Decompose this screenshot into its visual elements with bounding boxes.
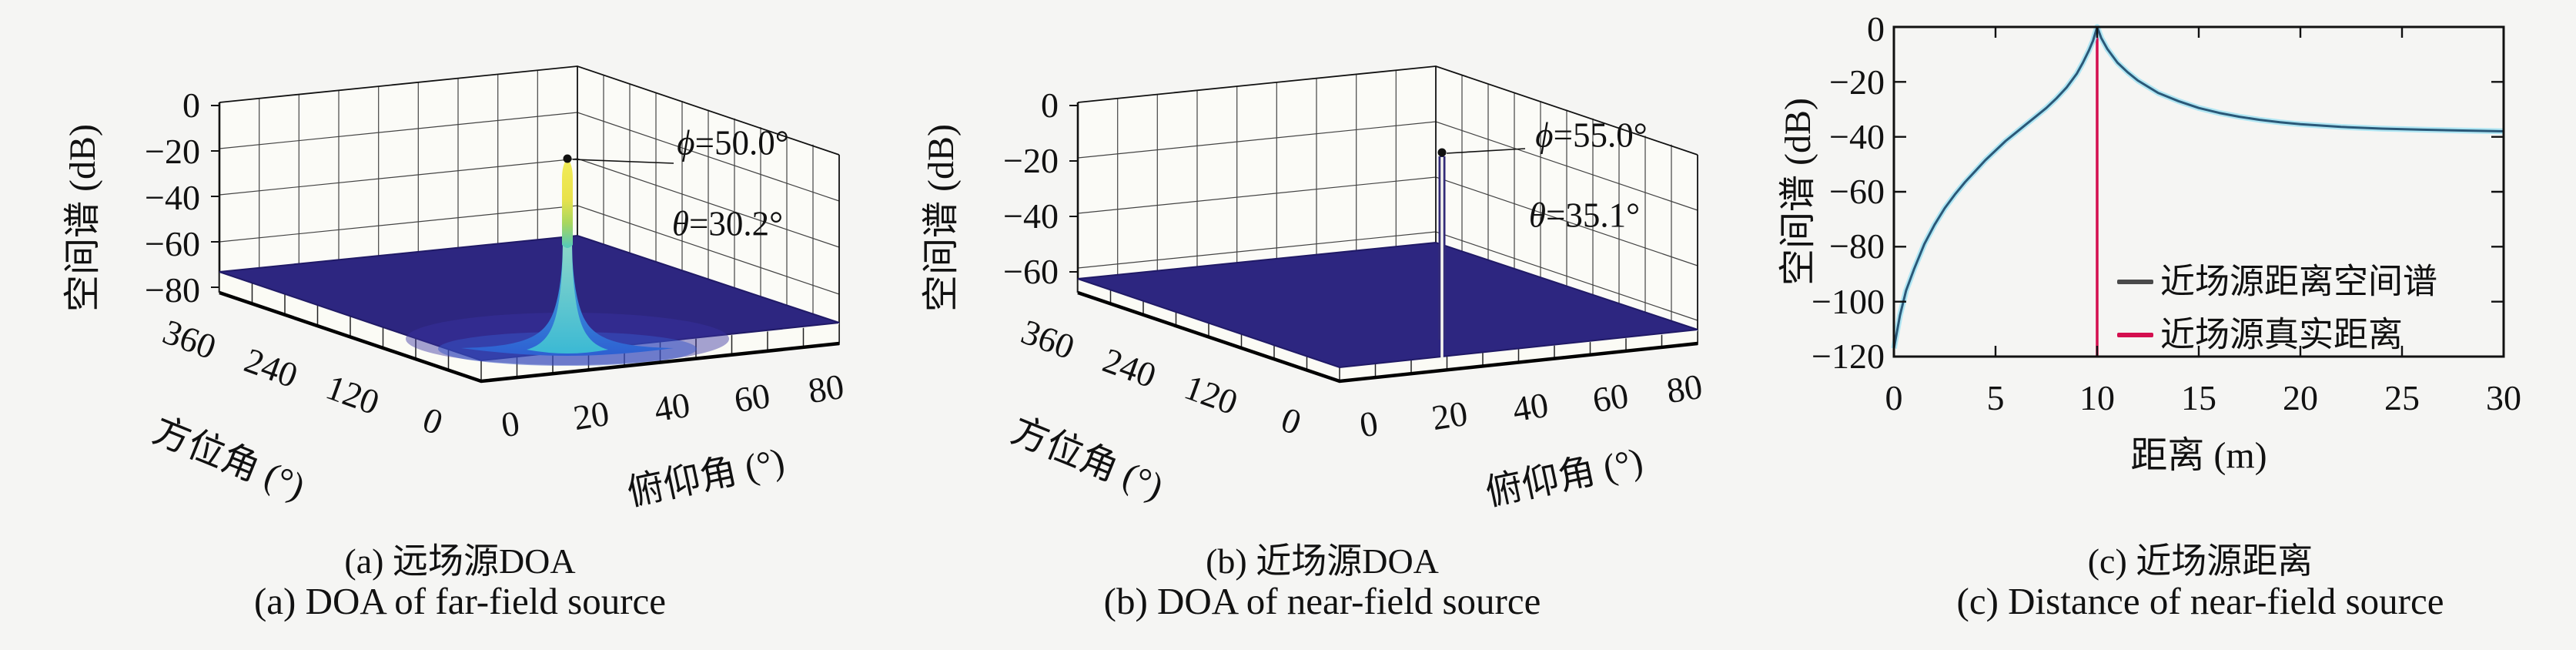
y-tick: −40 xyxy=(1829,117,1885,156)
left-wall xyxy=(1078,66,1436,293)
y-tick: −20 xyxy=(1829,62,1885,102)
y-tick: −120 xyxy=(1812,337,1885,376)
x-tick: 15 xyxy=(2181,378,2216,417)
right-wall-grid xyxy=(1461,75,1672,335)
theta-symbol: θ xyxy=(671,204,689,243)
elevation-tick: 60 xyxy=(731,375,773,420)
z-tick: −40 xyxy=(145,178,200,217)
theta-symbol: θ xyxy=(1528,196,1546,235)
y-tick: −60 xyxy=(1829,172,1885,211)
phi-symbol: ϕ xyxy=(677,123,695,162)
caption-en: (b) DOA of near-field source xyxy=(1103,580,1541,622)
surface-plot-far-field xyxy=(211,65,840,384)
legend-label-spectrum: 近场源距离空间谱 xyxy=(2160,262,2438,301)
z-axis-ticks xyxy=(1069,105,1078,273)
spectrum-curve xyxy=(1892,25,2504,349)
peak-marker xyxy=(563,154,572,163)
z-axis-ticks xyxy=(211,105,219,288)
z-tick: −60 xyxy=(1003,252,1059,291)
y-tick: −80 xyxy=(1829,226,1885,266)
legend-line-spectrum xyxy=(2117,280,2153,284)
elevation-tick: 40 xyxy=(1510,384,1551,430)
panel-near-field-doa: 空间谱 (dB) 0 −20 −40 −60 360 240 120 0 方位角… xyxy=(858,0,1717,650)
x-tick: 30 xyxy=(2486,378,2521,417)
theta-value: =30.2° xyxy=(688,204,784,243)
elevation-tick: 20 xyxy=(570,393,612,438)
spectrum-surface xyxy=(1077,241,1698,369)
spectrum-surface xyxy=(219,234,840,362)
floor-front-edges xyxy=(219,290,840,384)
z-tick: −20 xyxy=(145,132,200,171)
elevation-tick: 20 xyxy=(1429,393,1470,438)
y-axis-label: 空间谱 (dB) xyxy=(1778,98,1818,286)
caption-zh: (b) 近场源DOA xyxy=(1206,541,1439,581)
annotation-theta: θ=30.2° xyxy=(671,204,784,243)
z-tick: 0 xyxy=(182,85,200,125)
caption-zh: (c) 近场源距离 xyxy=(2087,541,2313,581)
z-tick: −40 xyxy=(1003,196,1059,236)
elevation-tick: 80 xyxy=(1664,366,1705,411)
annotation-theta: θ=35.1° xyxy=(1528,196,1641,235)
z-tick: 0 xyxy=(1041,85,1059,125)
panel-far-field-doa: 空间谱 (dB) 0 −20 −40 −60 −80 360 240 120 0… xyxy=(0,0,858,650)
elevation-tick: 80 xyxy=(805,366,847,411)
z-tick: −80 xyxy=(145,270,200,310)
x-tick: 10 xyxy=(2079,378,2115,417)
peak-cone xyxy=(527,239,608,353)
x-tick: 5 xyxy=(1986,378,2005,417)
peak-needle xyxy=(562,159,573,248)
z-axis-label: 空间谱 (dB) xyxy=(62,124,103,312)
caption-en: (c) Distance of near-field source xyxy=(1956,580,2444,622)
annotation-phi: ϕ=55.0° xyxy=(1535,116,1648,155)
y-tick: 0 xyxy=(1867,9,1885,49)
theta-value: =35.1° xyxy=(1545,196,1641,235)
z-tick: −60 xyxy=(145,224,200,263)
elevation-tick: 60 xyxy=(1590,375,1631,420)
panel-near-field-distance: 空间谱 (dB) 0 −20 −40 −60 −80 −100 −120 0 5… xyxy=(1771,0,2576,650)
annotation-leader xyxy=(1446,148,1526,154)
phi-symbol: ϕ xyxy=(1535,116,1554,155)
elevation-tick: 40 xyxy=(651,384,693,430)
floor-band-grid xyxy=(1077,279,1698,381)
x-tick: 25 xyxy=(2384,378,2420,417)
left-wall xyxy=(219,66,577,293)
caption-en: (a) DOA of far-field source xyxy=(253,580,667,622)
legend-line-true-distance xyxy=(2117,333,2153,337)
peak-marker xyxy=(1437,148,1447,157)
surface-plot-near-field xyxy=(1069,65,1698,384)
x-tick: 20 xyxy=(2283,378,2318,417)
phi-value: =55.0° xyxy=(1553,116,1648,155)
annotation-leader xyxy=(572,159,674,164)
z-axis-label: 空间谱 (dB) xyxy=(921,124,962,312)
x-axis-label: 距离 (m) xyxy=(2130,435,2267,476)
legend-label-true-distance: 近场源真实距离 xyxy=(2160,315,2404,354)
box-edges xyxy=(219,65,840,343)
floor-front-edges xyxy=(1077,290,1698,384)
box-edges xyxy=(1077,65,1698,343)
annotation-phi: ϕ=50.0° xyxy=(677,126,788,161)
left-wall-grid xyxy=(1117,70,1397,289)
caption-zh: (a) 远场源DOA xyxy=(344,541,576,581)
axes-box xyxy=(1892,25,2505,358)
axis-ticks xyxy=(1892,25,2505,358)
phi-value: =50.0° xyxy=(694,123,789,162)
z-tick: −20 xyxy=(1003,141,1059,180)
line-plot-distance xyxy=(1891,24,2505,358)
y-tick: −100 xyxy=(1812,282,1885,321)
right-wall-grid xyxy=(603,75,814,335)
left-wall-grid xyxy=(259,70,538,289)
x-tick: 0 xyxy=(1885,378,1903,417)
